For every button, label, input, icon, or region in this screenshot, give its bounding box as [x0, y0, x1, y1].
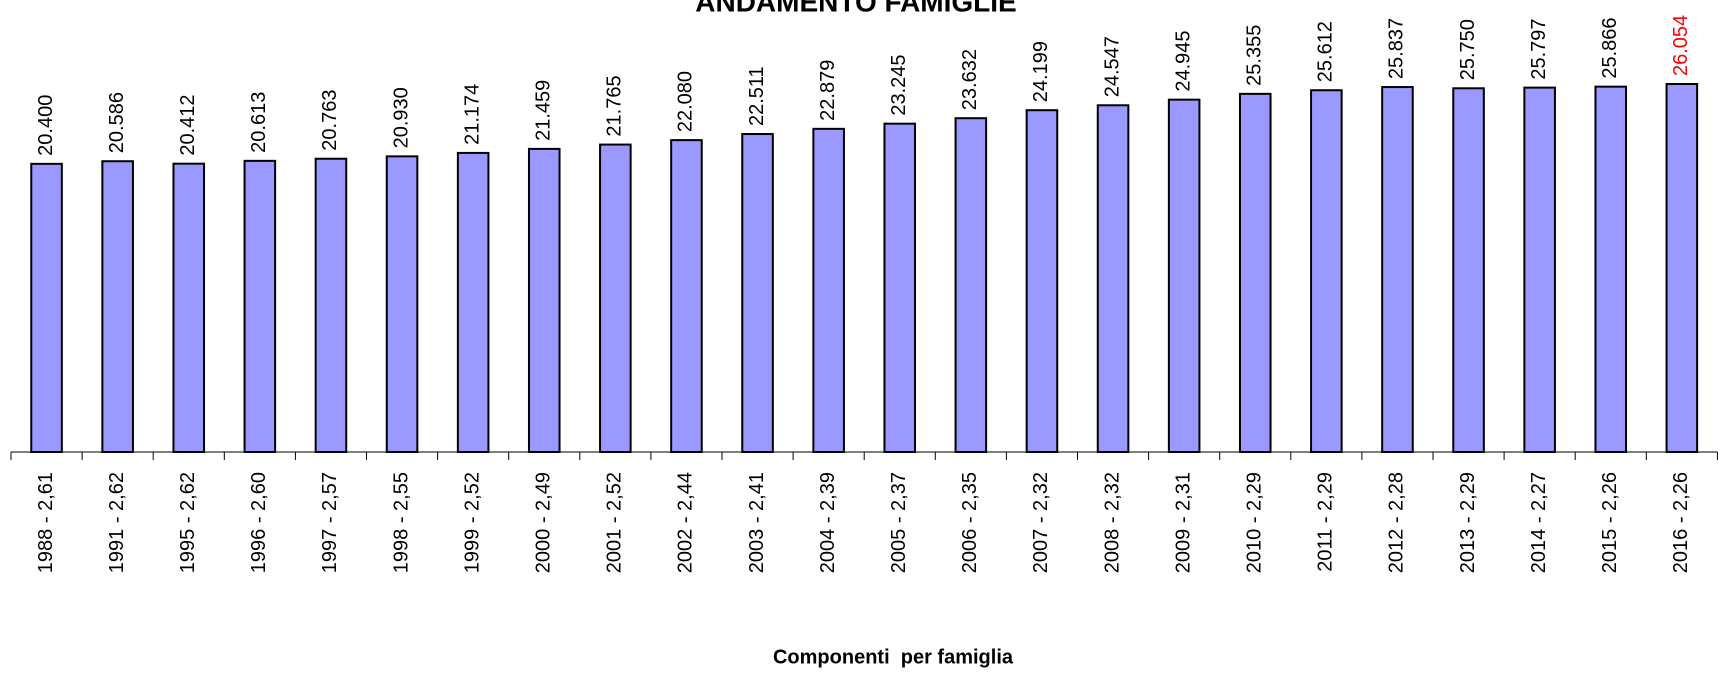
bar — [1310, 89, 1343, 453]
x-tick-label: 2011 - 2,29 — [1315, 472, 1337, 572]
value-label: 25.837 — [1386, 18, 1408, 79]
bar — [30, 162, 63, 453]
bar — [243, 159, 277, 453]
bar — [883, 122, 917, 454]
x-tick-label: 2016 - 2,26 — [1670, 472, 1692, 573]
value-label: 20.930 — [390, 87, 412, 148]
x-tick-label: 2003 - 2,41 — [746, 472, 768, 573]
value-label: 20.763 — [319, 90, 341, 151]
x-tick-label: 1988 - 2,61 — [35, 472, 57, 573]
value-label: 25.750 — [1457, 19, 1479, 80]
bar — [1452, 87, 1485, 453]
bar — [741, 133, 774, 453]
value-label: 20.412 — [177, 95, 199, 156]
x-tick-label: 1999 - 2,52 — [461, 472, 483, 573]
value-label: 22.511 — [746, 66, 768, 126]
bar — [1665, 82, 1699, 454]
x-tick-label: 2015 - 2,26 — [1599, 472, 1621, 573]
x-tick-label: 2006 - 2,35 — [959, 472, 981, 573]
bar — [456, 151, 490, 454]
value-label: 25.612 — [1315, 21, 1337, 82]
bar — [1523, 86, 1556, 454]
value-label: 22.879 — [817, 60, 839, 121]
bar — [1238, 92, 1272, 453]
bar — [101, 160, 134, 453]
value-label: 25.355 — [1244, 25, 1266, 86]
value-label: 24.199 — [1030, 41, 1052, 102]
x-tick-label: 1995 - 2,62 — [177, 472, 199, 573]
x-tick-label: 2008 - 2,32 — [1101, 472, 1123, 573]
x-tick-label: 2001 - 2,52 — [604, 472, 626, 573]
x-tick-label: 2002 - 2,44 — [675, 472, 697, 573]
value-label: 20.586 — [106, 92, 128, 153]
value-label: 24.547 — [1101, 36, 1123, 97]
value-label: 24.945 — [1172, 30, 1194, 91]
chart-title: ANDAMENTO FAMIGLIE — [695, 0, 1016, 17]
value-label: 23.632 — [959, 49, 981, 110]
value-label: 22.080 — [675, 71, 697, 132]
x-tick-label: 2005 - 2,37 — [888, 472, 910, 573]
x-axis-title: Componenti per famiglia — [773, 646, 1014, 668]
bar — [1594, 85, 1628, 453]
x-tick-label: 1991 - 2,62 — [106, 472, 128, 573]
x-tick-label: 2010 - 2,29 — [1244, 472, 1266, 573]
x-tick-label: 2013 - 2,29 — [1457, 472, 1479, 573]
bar — [812, 127, 845, 453]
value-label: 20.400 — [35, 95, 57, 156]
bar — [1167, 98, 1201, 453]
x-tick-label: 1998 - 2,55 — [390, 472, 412, 573]
value-label: 25.797 — [1528, 18, 1550, 79]
value-label: 21.459 — [533, 80, 555, 141]
bar — [385, 155, 419, 454]
bar — [954, 117, 988, 453]
bar — [1381, 86, 1414, 454]
x-tick-label: 2007 - 2,32 — [1030, 472, 1052, 573]
x-tick-label: 2000 - 2,49 — [533, 472, 555, 573]
bar — [314, 157, 348, 453]
value-label: 23.245 — [888, 54, 910, 115]
value-label: 21.765 — [604, 75, 626, 136]
bar — [670, 139, 703, 453]
x-tick-label: 2004 - 2,39 — [817, 472, 839, 573]
value-label: 26.054 — [1670, 15, 1692, 76]
bar — [527, 147, 561, 453]
x-tick-label: 1996 - 2,60 — [248, 472, 270, 573]
value-label: 25.866 — [1599, 17, 1621, 78]
value-label: 20.613 — [248, 92, 270, 153]
bar — [1096, 104, 1130, 454]
value-label: 21.174 — [461, 84, 483, 145]
bar — [599, 143, 632, 454]
x-tick-label: 2012 - 2,28 — [1386, 472, 1408, 573]
bar — [172, 162, 206, 453]
x-tick-label: 1997 - 2,57 — [319, 472, 341, 573]
bar — [1025, 109, 1059, 454]
x-tick-label: 2014 - 2,27 — [1528, 472, 1550, 573]
x-tick-label: 2009 - 2,31 — [1172, 472, 1194, 573]
